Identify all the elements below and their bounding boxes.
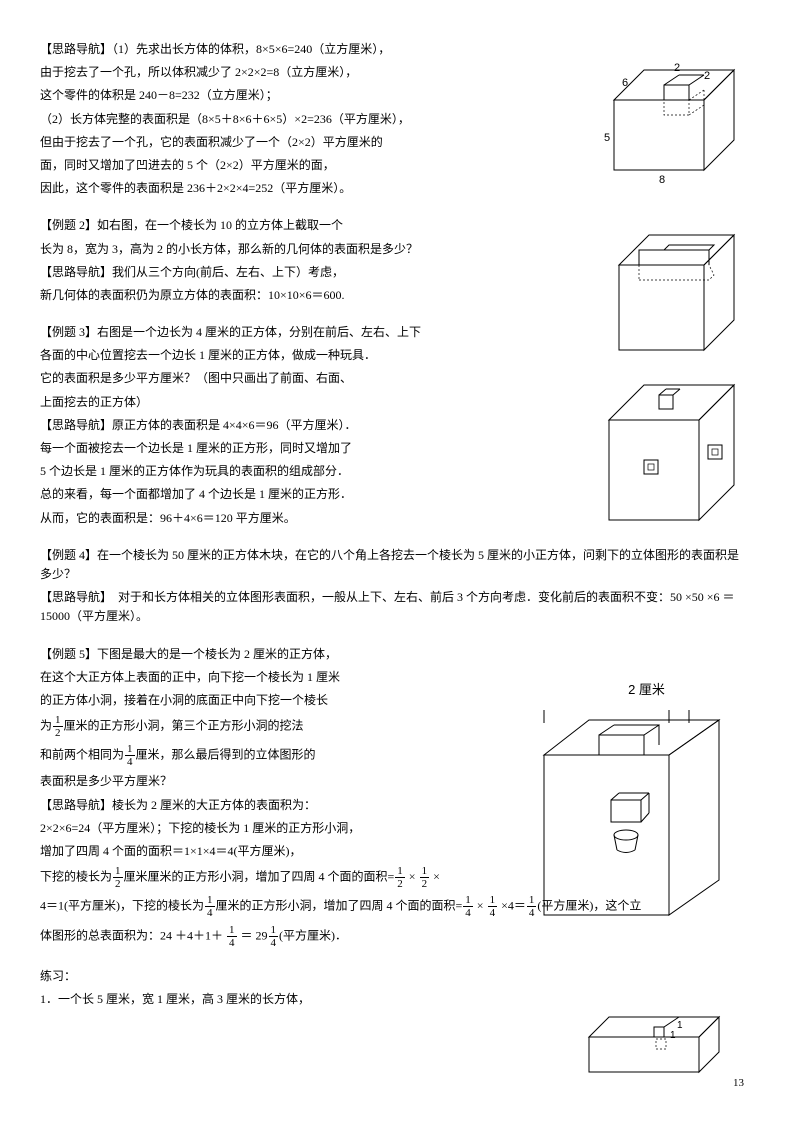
fig4-label: 2 厘米 [564, 680, 729, 701]
ex3-p8: 总的来看，每一个面都增加了 4 个边长是 1 厘米的正方形． [40, 485, 550, 504]
frac-quarter: 14 [125, 743, 135, 768]
ex2-p1: 【例题 2】如右图，在一个棱长为 10 的立方体上截取一个 [40, 216, 550, 235]
ex5-p2: 在这个大正方体上表面的正中，向下挖一个棱长为 1 厘米 [40, 668, 550, 687]
ex1-p1: 【思路导航】（1）先求出长方体的体积，8×5×6=240（立方厘米）， [40, 40, 550, 59]
ex1-p3: 这个零件的体积是 240－8=232（立方厘米）； [40, 86, 550, 105]
ex2-p2: 长为 8，宽为 3，高为 2 的小长方体，那么新的几何体的表面积是多少？ [40, 240, 550, 259]
ex5-p1: 【例题 5】下图是最大的是一个棱长为 2 厘米的正方体， [40, 645, 550, 664]
ex1-p5: 但由于挖去了一个孔，它的表面积减少了一个（2×2）平方厘米的 [40, 133, 550, 152]
fig1-label-6: 6 [622, 75, 628, 93]
fig5-label-1a: 1 [670, 1028, 676, 1044]
ex3-p1: 【例题 3】右图是一个边长为 4 厘米的正方体，分别在前后、左右、上下 [40, 323, 550, 342]
example-2: 【例题 2】如右图，在一个棱长为 10 的立方体上截取一个 长为 8，宽为 3，… [40, 216, 550, 305]
example-4: 【例题 4】在一个棱长为 50 厘米的正方体木块，在它的八个角上各挖去一个棱长为… [40, 546, 740, 627]
ex4-p1: 【例题 4】在一个棱长为 50 厘米的正方体木块，在它的八个角上各挖去一个棱长为… [40, 546, 740, 584]
page-container: 2 2 6 5 8 [0, 0, 794, 1123]
ex3-p7: 5 个边长是 1 厘米的正方体作为玩具的表面积的组成部分． [40, 462, 550, 481]
ex2-p3: 【思路导航】我们从三个方向(前后、左右、上下）考虑， [40, 263, 550, 282]
fig5-label-1b: 1 [677, 1018, 683, 1034]
ex3-p6: 每一个面被挖去一个边长是 1 厘米的正方形，同时又增加了 [40, 439, 550, 458]
example-3: 【例题 3】右图是一个边长为 4 厘米的正方体，分别在前后、左右、上下 各面的中… [40, 323, 550, 528]
frac-half: 12 [53, 714, 63, 739]
ex5-p6: 表面积是多少平方厘米？ [40, 772, 550, 791]
figure-3 [604, 380, 744, 536]
ex3-p2: 各面的中心位置挖去一个边长 1 厘米的正方体，做成一种玩具． [40, 346, 550, 365]
ex4-p2: 【思路导航】 对于和长方体相关的立体图形表面积，一般从上下、左右、前后 3 个方… [40, 588, 740, 626]
ex1-p2: 由于挖去了一个孔，所以体积减少了 2×2×2=8（立方厘米）， [40, 63, 550, 82]
example-5: 【例题 5】下图是最大的是一个棱长为 2 厘米的正方体， 在这个大正方体上表面的… [40, 645, 550, 949]
figure-4: 2 厘米 [539, 680, 729, 941]
figure-1: 2 2 6 5 8 [604, 60, 754, 196]
ex3-p9: 从而，它的表面积是：96＋4×6＝120 平方厘米。 [40, 509, 550, 528]
practice-title: 练习： [40, 967, 550, 986]
ex2-p4: 新几何体的表面积仍为原立方体的表面积：10×10×6＝600. [40, 286, 550, 305]
main-content: 【思路导航】（1）先求出长方体的体积，8×5×6=240（立方厘米）， 由于挖去… [40, 40, 550, 1009]
ex1-p4: （2）长方体完整的表面积是（8×5＋8×6＋6×5）×2=236（平方厘米）， [40, 110, 550, 129]
figure-5: 1 1 [584, 1012, 724, 1088]
fig1-label-2a: 2 [674, 60, 680, 78]
ex3-p4: 上面挖去的正方体） [40, 393, 550, 412]
ex5-p3: 的正方体小洞，接着在小洞的底面正中向下挖一个棱长 [40, 691, 550, 710]
ex5-p9: 增加了四周 4 个面的面积＝1×1×4＝4(平方厘米)， [40, 842, 550, 861]
ex3-p5: 【思路导航】原正方体的表面积是 4×4×6＝96（平方厘米）． [40, 416, 550, 435]
ex1-p6: 面，同时又增加了凹进去的 5 个（2×2）平方厘米的面， [40, 156, 550, 175]
practice-p1: 1．一个长 5 厘米，宽 1 厘米，高 3 厘米的长方体， [40, 990, 550, 1009]
fig1-label-8: 8 [659, 172, 665, 190]
example-1: 【思路导航】（1）先求出长方体的体积，8×5×6=240（立方厘米）， 由于挖去… [40, 40, 550, 198]
fig1-label-2b: 2 [704, 68, 710, 86]
ex5-p8: 2×2×6=24（平方厘米）；下挖的棱长为 1 厘米的正方形小洞， [40, 819, 550, 838]
ex5-p4: 为12厘米的正方形小洞，第三个正方形小洞的挖法 [40, 714, 550, 739]
ex5-p7: 【思路导航】棱长为 2 厘米的大正方体的表面积为： [40, 796, 550, 815]
ex3-p3: 它的表面积是多少平方厘米？（图中只画出了前面、右面、 [40, 369, 550, 388]
fig1-label-5: 5 [604, 130, 610, 148]
ex5-p5: 和前两个相同为14厘米，那么最后得到的立体图形的 [40, 743, 550, 768]
ex1-p7: 因此，这个零件的表面积是 236＋2×2×4=252（平方厘米）。 [40, 179, 550, 198]
practice: 练习： 1．一个长 5 厘米，宽 1 厘米，高 3 厘米的长方体， [40, 967, 550, 1009]
figure-2 [614, 230, 744, 366]
page-number: 13 [733, 1075, 744, 1093]
